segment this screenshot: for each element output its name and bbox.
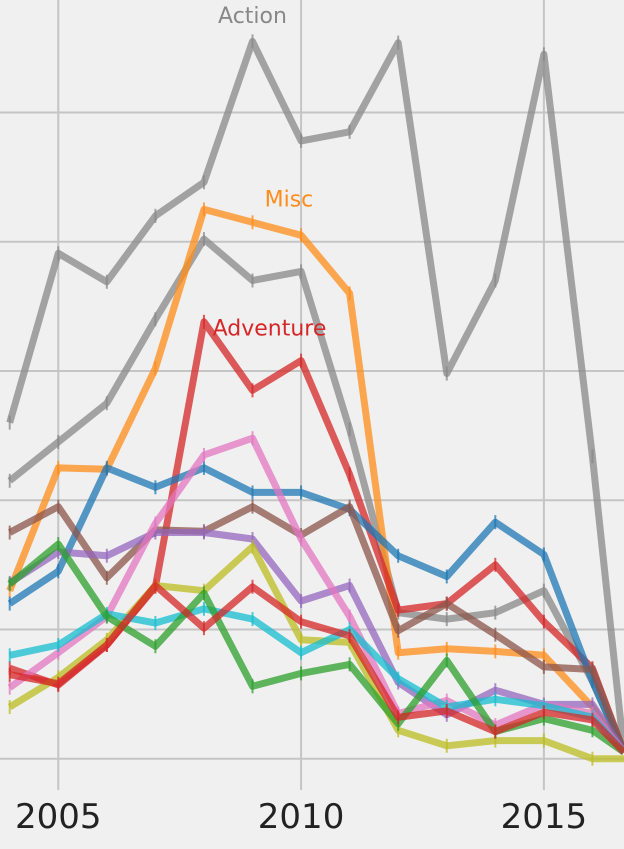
series-1 — [7, 232, 624, 754]
annotation-label-0: Action — [218, 4, 287, 29]
series-0 — [6, 34, 624, 753]
series-line-2 — [6, 205, 624, 755]
series-line-10 — [7, 540, 624, 756]
series-line-11 — [9, 582, 624, 755]
series-line-1 — [7, 235, 624, 754]
series-11 — [8, 578, 624, 755]
x-tick-label-0: 2005 — [15, 797, 102, 837]
series-group — [6, 34, 624, 766]
x-axis: 2005 2010 2015 — [15, 797, 587, 837]
annotations: Action Misc Adventure — [213, 4, 327, 342]
series-line-4 — [7, 464, 624, 754]
series-line-9 — [8, 605, 624, 755]
annotation-label-2: Adventure — [213, 317, 327, 342]
annotation-label-1: Misc — [265, 187, 314, 212]
x-tick-label-1: 2010 — [258, 797, 345, 837]
x-tick-label-2: 2015 — [501, 797, 588, 837]
series-line-0 — [6, 37, 624, 753]
series-line-5 — [8, 503, 624, 754]
